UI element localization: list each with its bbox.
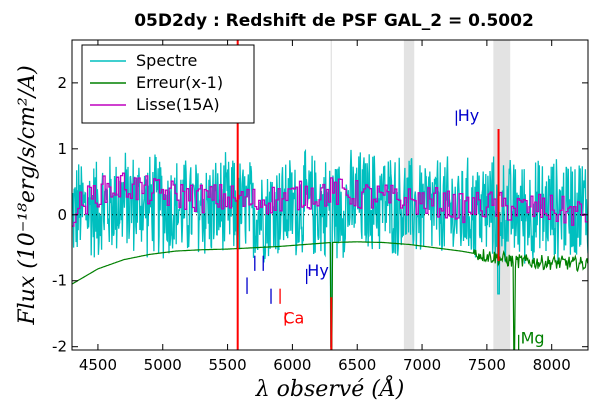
annotation-hy-0: Hy [458, 106, 480, 125]
y-tick-label: -2 [52, 338, 67, 356]
series-spectre [72, 148, 588, 348]
chart-title: 05D2dy : Redshift de PSF GAL_2 = 0.5002 [134, 11, 534, 31]
series-lisse [72, 172, 588, 227]
axes: 4500 5000 5500 6000 6500 7000 7500 8000 -2 -1 0 1 2 [52, 39, 589, 374]
x-tick-label: 7500 [468, 356, 506, 374]
x-tick-label: 8000 [533, 356, 571, 374]
plot-content: Hy Hy Ca Mg [72, 40, 588, 350]
x-tick-label: 6500 [338, 356, 376, 374]
annotation-hy-1: Hy [307, 261, 329, 280]
x-tick-label: 5500 [208, 356, 246, 374]
x-tick-label: 5000 [144, 356, 182, 374]
x-tick-label: 7000 [403, 356, 441, 374]
y-axis-label: Flux (10⁻¹⁸erg/s/cm²/A) [15, 65, 40, 325]
legend-label-1: Erreur(x-1) [136, 73, 223, 92]
series-erreur [72, 241, 588, 350]
x-axis-label: λ observé (Å) [255, 374, 405, 400]
x-tick-label: 4500 [79, 356, 117, 374]
y-tick-label: 0 [57, 206, 67, 224]
legend-label-2: Lisse(15A) [136, 95, 220, 114]
y-tick-label: -1 [52, 272, 67, 290]
sky-band-1 [330, 40, 332, 350]
plot-frame [71, 39, 589, 351]
plot-area: Hy Hy Ca Mg [72, 40, 588, 350]
legend: Spectre Erreur(x-1) Lisse(15A) [81, 44, 255, 124]
y-tick-label: 2 [57, 74, 67, 92]
x-tick-label: 6000 [273, 356, 311, 374]
annotation-ca-2: Ca [283, 309, 304, 328]
legend-box [81, 44, 255, 124]
y-tick-label: 1 [57, 140, 67, 158]
annotation-mg-3: Mg [521, 328, 545, 347]
legend-label-0: Spectre [136, 51, 197, 70]
